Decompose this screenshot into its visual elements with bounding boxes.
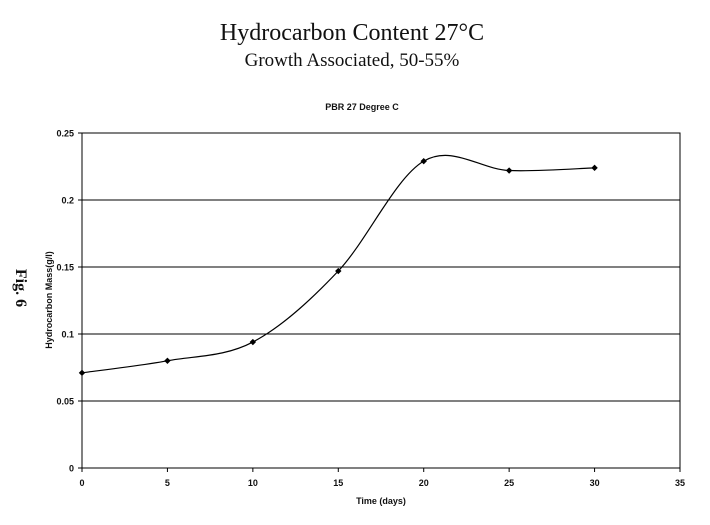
x-tick-label-4: 20 — [419, 478, 429, 488]
x-tick-label-5: 25 — [504, 478, 514, 488]
y-tick-label-2: 0.1 — [61, 330, 74, 340]
series-line — [81, 154, 595, 374]
data-point-3 — [335, 267, 342, 275]
x-tick-label-3: 15 — [333, 478, 343, 488]
data-point-2 — [249, 338, 257, 346]
x-tick-label-6: 30 — [590, 478, 600, 488]
data-markers — [78, 157, 598, 377]
plot-area-frame — [81, 132, 681, 469]
data-point-5 — [505, 167, 513, 174]
data-point-4 — [420, 157, 427, 165]
data-point-6 — [591, 164, 598, 172]
chart-title: PBR 27 Degree C — [325, 102, 399, 112]
data-point-1 — [164, 357, 171, 364]
data-point-0 — [78, 369, 86, 377]
x-tick-label-2: 10 — [248, 478, 258, 488]
figure-label: Fig. 6 — [12, 269, 29, 307]
y-tick-label-5: 0.25 — [56, 129, 74, 139]
x-tick-label-1: 5 — [165, 478, 170, 488]
x-axis: 0 5 10 15 20 25 30 35 — [79, 468, 685, 488]
y-axis-label: Hydrocarbon Mass(g/l) — [44, 251, 54, 349]
x-tick-label-0: 0 — [79, 478, 84, 488]
page-subtitle: Growth Associated, 50-55% — [245, 50, 460, 71]
y-tick-label-3: 0.15 — [56, 263, 74, 273]
y-tick-label-1: 0.05 — [56, 397, 74, 407]
y-tick-label-0: 0 — [69, 464, 74, 474]
page-title: Hydrocarbon Content 27°C — [220, 20, 484, 46]
y-axis: 0 0.05 0.1 0.15 0.2 0.25 — [56, 129, 82, 474]
y-tick-label-4: 0.2 — [61, 196, 74, 206]
x-tick-label-7: 35 — [675, 478, 685, 488]
gridlines — [82, 199, 680, 402]
x-axis-label: Time (days) — [356, 496, 406, 506]
